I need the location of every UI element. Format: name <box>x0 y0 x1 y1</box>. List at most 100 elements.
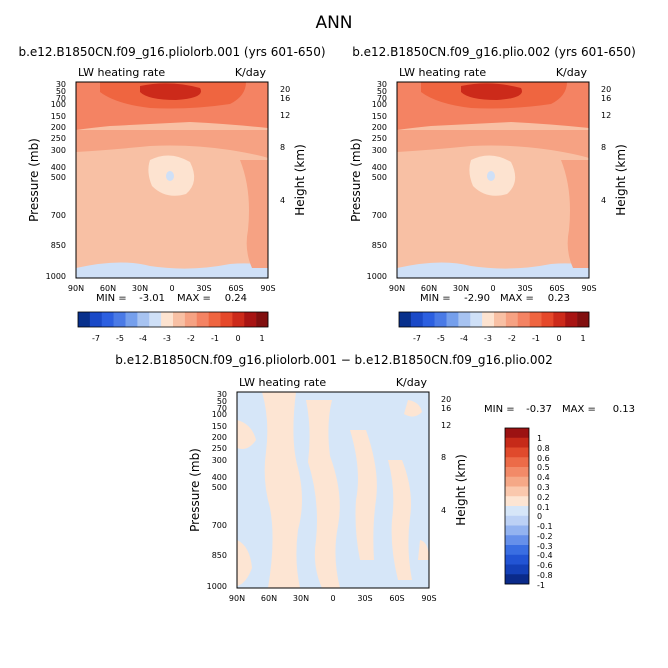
max-value: 0.24 <box>225 293 247 304</box>
x-tick-label: 60S <box>228 284 243 293</box>
x-tick-label: 90N <box>389 284 405 293</box>
field-band-mid <box>76 130 268 158</box>
y2-axis-title: Height (km) <box>293 144 307 215</box>
x-axis: 90N 60N 30N 0 30S 60S 90S <box>229 594 437 603</box>
colorbar-cell <box>505 486 529 497</box>
panel-difference: b.e12.B1850CN.f09_g16.pliolorb.001 − b.e… <box>115 353 635 603</box>
heatmap-field <box>237 392 429 588</box>
colorbar-cell <box>505 476 529 487</box>
min-label: MIN = <box>420 293 451 304</box>
colorbar: 1 0.8 0.6 0.5 0.4 0.3 0.2 0.1 0 -0.1 -0.… <box>504 427 553 590</box>
colorbar-cell <box>220 312 233 327</box>
colorbar-cell <box>541 312 554 327</box>
units-label: K/day <box>556 66 588 79</box>
y-tick-label: 250 <box>212 444 227 453</box>
colorbar-cells <box>399 312 590 327</box>
colorbar-cell <box>505 312 519 327</box>
field-patch-positive <box>237 420 256 449</box>
field-patch-positive <box>262 392 302 588</box>
colorbar-cell <box>505 506 529 517</box>
colorbar-label: -5 <box>116 334 124 343</box>
y-axis-title: Pressure (mb) <box>349 138 363 222</box>
colorbar-label: -0.1 <box>537 522 553 531</box>
y-tick-label: 150 <box>51 112 66 121</box>
x-tick-label: 90S <box>260 284 275 293</box>
colorbar-label: 0.8 <box>537 444 550 453</box>
colorbar-label: 0.5 <box>537 463 550 472</box>
y-tick-label: 500 <box>51 173 66 182</box>
x-tick-label: 60S <box>549 284 564 293</box>
colorbar-cell <box>505 574 529 585</box>
y-tick-label: 100 <box>51 100 66 109</box>
x-tick-label: 30N <box>293 594 309 603</box>
colorbar-cell <box>577 312 590 327</box>
y-axis-right: 20 16 12 8 4 Height (km) <box>441 395 468 526</box>
min-label: MIN = <box>96 293 127 304</box>
y-axis-right: 20 16 12 8 4 Height (km) <box>280 85 307 216</box>
units-label: K/day <box>235 66 267 79</box>
colorbar-label: -1 <box>211 334 219 343</box>
field-core <box>140 83 201 100</box>
colorbar-cell <box>529 312 542 327</box>
colorbar-cell <box>422 312 435 327</box>
colorbar-cell <box>244 312 257 327</box>
colorbar-label: -1 <box>532 334 540 343</box>
y-axis-title: Pressure (mb) <box>188 448 202 532</box>
colorbar-label: -0.3 <box>537 542 553 551</box>
colorbar-cell <box>505 437 529 448</box>
y-tick-label: 850 <box>212 551 227 560</box>
max-value: 0.23 <box>548 293 570 304</box>
colorbar-label: -0.8 <box>537 571 553 580</box>
y-tick-label: 300 <box>372 146 387 155</box>
colorbar-label: -0.6 <box>537 561 553 570</box>
min-label: MIN = <box>484 404 515 415</box>
colorbar-cell <box>446 312 459 327</box>
y2-tick-label: 8 <box>280 143 285 152</box>
colorbar-label: 0.6 <box>537 454 550 463</box>
y-tick-label: 250 <box>372 134 387 143</box>
y-tick-label: 1000 <box>46 272 66 281</box>
diff-title: b.e12.B1850CN.f09_g16.pliolorb.001 − b.e… <box>115 353 552 367</box>
y-tick-label: 30 <box>377 80 387 89</box>
colorbar-label: 0.4 <box>537 473 550 482</box>
colorbar-cell <box>173 312 186 327</box>
y2-tick-label: 4 <box>441 506 446 515</box>
y-tick-label: 100 <box>372 100 387 109</box>
colorbar-cell <box>184 312 198 327</box>
colorbar-cell <box>505 447 529 458</box>
y2-axis-title: Height (km) <box>614 144 628 215</box>
colorbar-cell <box>505 545 529 556</box>
field-band-low-blue <box>397 262 589 278</box>
y-tick-label: 400 <box>372 163 387 172</box>
min-max-label: MIN = -2.90 MAX = 0.23 <box>420 293 570 304</box>
colorbar-cell <box>505 428 529 439</box>
x-tick-label: 0 <box>169 284 174 293</box>
colorbar-frame <box>504 427 530 585</box>
x-tick-label: 0 <box>330 594 335 603</box>
y-axis-left: 30 50 70 100 150 200 250 300 400 500 700… <box>349 80 387 281</box>
heatmap-field <box>397 82 589 278</box>
colorbar-cell <box>565 312 578 327</box>
colorbar-label: -2 <box>187 334 195 343</box>
colorbar-cell <box>434 312 447 327</box>
y2-tick-label: 12 <box>601 111 611 120</box>
y-tick-label: 300 <box>212 456 227 465</box>
colorbar: -7 -5 -4 -3 -2 -1 0 1 <box>398 311 590 343</box>
x-tick-label: 30S <box>357 594 372 603</box>
y-tick-label: 500 <box>372 173 387 182</box>
field-patch-positive <box>237 540 252 586</box>
y2-tick-label: 12 <box>280 111 290 120</box>
panel-title: b.e12.B1850CN.f09_g16.pliolorb.001 (yrs … <box>18 45 325 59</box>
plot-frame <box>236 391 430 589</box>
colorbar-label: -4 <box>460 334 468 343</box>
y2-tick-label: 4 <box>280 196 285 205</box>
colorbar: -7 -5 -4 -3 -2 -1 0 1 <box>77 311 269 343</box>
colorbar-cell <box>256 312 269 327</box>
colorbar-label: 0 <box>235 334 240 343</box>
y2-tick-label: 8 <box>601 143 606 152</box>
colorbar-label: -1 <box>537 581 545 590</box>
y-tick-label: 400 <box>212 473 227 482</box>
colorbar-label: -4 <box>139 334 147 343</box>
colorbar-cell <box>161 312 174 327</box>
field-patch-positive <box>388 460 412 580</box>
